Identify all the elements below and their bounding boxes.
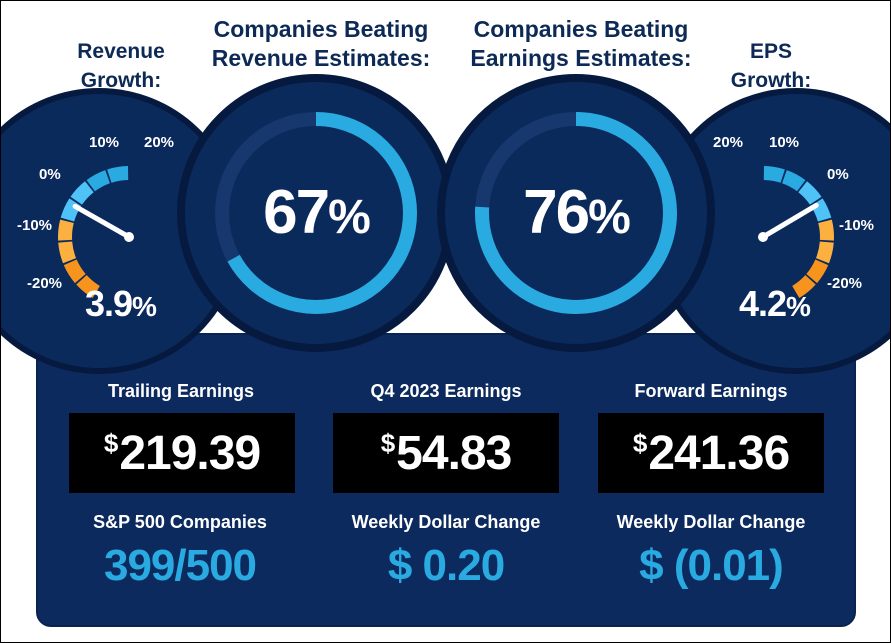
revenue-ring-progress xyxy=(227,112,417,314)
revenue-tick-20: 20% xyxy=(144,134,175,151)
gauge-segment xyxy=(107,166,129,183)
gauge-segment xyxy=(86,170,111,192)
revenue-gauge-scale xyxy=(58,166,129,298)
gauge-segment xyxy=(798,181,822,205)
revenue-tick-10: 10% xyxy=(89,134,120,151)
gauge-segment xyxy=(763,166,785,183)
revenue-tick-neg10: -10% xyxy=(17,217,53,234)
gauge-segment xyxy=(58,241,77,264)
revenue-tick-neg20: -20% xyxy=(27,275,63,292)
eps-growth-value: 4.2% xyxy=(739,283,811,324)
forward-earnings-label: Forward Earnings xyxy=(634,381,788,401)
forward-earnings-box: $241.36 xyxy=(598,413,824,493)
weekly-dollar-change-label-q4: Weekly Dollar Change xyxy=(351,512,541,532)
gauge-segment xyxy=(70,181,94,205)
heading-revenue-growth: Revenue Growth: xyxy=(77,40,165,92)
currency-symbol: $ xyxy=(632,427,648,458)
gauge-segment xyxy=(810,198,832,222)
heading-companies-beating-revenue: Companies Beating Revenue Estimates: xyxy=(211,16,431,71)
gauge-segment xyxy=(806,259,829,284)
needle-hub xyxy=(124,232,134,242)
weekly-dollar-change-value-forward: $ (0.01) xyxy=(639,541,784,590)
revenue-tick-0: 0% xyxy=(39,166,61,183)
currency-symbol: $ xyxy=(380,427,396,458)
gauge-segment xyxy=(60,198,82,222)
eps-tick-0: 0% xyxy=(827,166,849,183)
needle-line xyxy=(72,203,132,240)
gauge-segment xyxy=(791,274,816,298)
gauge-segment xyxy=(818,219,834,241)
trailing-earnings-amount: 219.39 xyxy=(119,426,261,480)
eps-tick-neg20: -20% xyxy=(827,275,863,292)
revenue-growth-value: 3.9% xyxy=(85,283,157,324)
eps-tick-neg10: -10% xyxy=(839,217,875,234)
gauge-segment xyxy=(781,170,806,192)
gauge-segment xyxy=(815,241,834,264)
weekly-dollar-change-value-q4: $ 0.20 xyxy=(387,541,505,590)
eps-gauge-needle xyxy=(758,202,819,242)
eps-gauge-scale xyxy=(763,166,834,298)
trailing-earnings-box: $219.39 xyxy=(69,413,295,493)
q4-earnings-label: Q4 2023 Earnings xyxy=(370,381,522,401)
gauge-segment xyxy=(58,219,74,241)
needle-line xyxy=(760,202,819,240)
weekly-dollar-change-label-forward: Weekly Dollar Change xyxy=(616,512,806,532)
gauge-segment xyxy=(76,274,101,298)
gauge-segment xyxy=(63,259,86,284)
q4-earnings-box: $54.83 xyxy=(333,413,559,493)
q4-earnings-amount: 54.83 xyxy=(396,426,512,480)
sp500-companies-value: 399/500 xyxy=(103,541,257,590)
trailing-earnings-label: Trailing Earnings xyxy=(107,381,255,401)
heading-companies-beating-earnings: Companies Beating Earnings Estimates: xyxy=(470,16,692,71)
needle-hub xyxy=(758,232,768,242)
eps-tick-10: 10% xyxy=(769,134,800,151)
heading-eps-growth: EPS Growth: xyxy=(730,40,812,92)
eps-tick-20: 20% xyxy=(713,134,744,151)
sp500-companies-label: S&P 500 Companies xyxy=(93,512,267,532)
currency-symbol: $ xyxy=(103,427,119,458)
earnings-ring-progress xyxy=(475,112,677,314)
forward-earnings-amount: 241.36 xyxy=(648,426,790,480)
companies-beating-revenue-value: 67% xyxy=(263,178,371,247)
revenue-gauge-needle xyxy=(72,203,134,242)
companies-beating-earnings-value: 76% xyxy=(523,178,631,247)
